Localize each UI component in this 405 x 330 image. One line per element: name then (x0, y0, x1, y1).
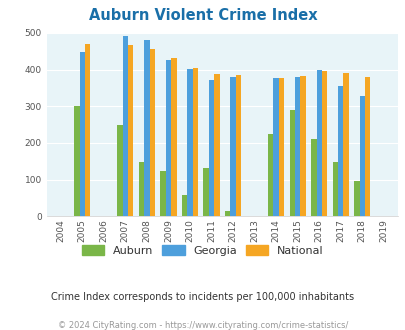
Bar (139, 162, 144, 216)
Legend: Auburn, Georgia, National: Auburn, Georgia, National (77, 241, 328, 260)
Bar (359, 96, 364, 216)
Bar (171, 58, 176, 216)
Bar (321, 72, 326, 216)
Bar (79, 52, 85, 216)
Bar (85, 44, 90, 216)
Bar (332, 162, 337, 216)
Bar (192, 68, 198, 216)
Bar (230, 77, 235, 216)
Bar (278, 79, 284, 216)
Bar (316, 70, 321, 216)
Bar (122, 36, 128, 216)
Bar (144, 40, 149, 216)
Bar (267, 134, 273, 216)
Text: Crime Index corresponds to incidents per 100,000 inhabitants: Crime Index corresponds to incidents per… (51, 292, 354, 302)
Bar (294, 77, 300, 216)
Bar (354, 182, 359, 216)
Text: © 2024 CityRating.com - https://www.cityrating.com/crime-statistics/: © 2024 CityRating.com - https://www.city… (58, 321, 347, 330)
Bar (214, 74, 219, 216)
Bar (364, 77, 369, 216)
Bar (208, 80, 214, 216)
Bar (300, 76, 305, 216)
Bar (273, 78, 278, 216)
Bar (181, 195, 187, 216)
Bar (165, 60, 171, 216)
Bar (224, 211, 230, 216)
Bar (128, 45, 133, 216)
Bar (203, 168, 208, 216)
Bar (149, 50, 155, 216)
Bar (187, 69, 192, 216)
Text: Auburn Violent Crime Index: Auburn Violent Crime Index (88, 8, 317, 23)
Bar (289, 110, 294, 216)
Bar (337, 86, 343, 216)
Bar (235, 75, 241, 216)
Bar (74, 106, 79, 216)
Bar (310, 139, 316, 216)
Bar (117, 124, 122, 216)
Bar (343, 73, 348, 216)
Bar (160, 171, 165, 216)
